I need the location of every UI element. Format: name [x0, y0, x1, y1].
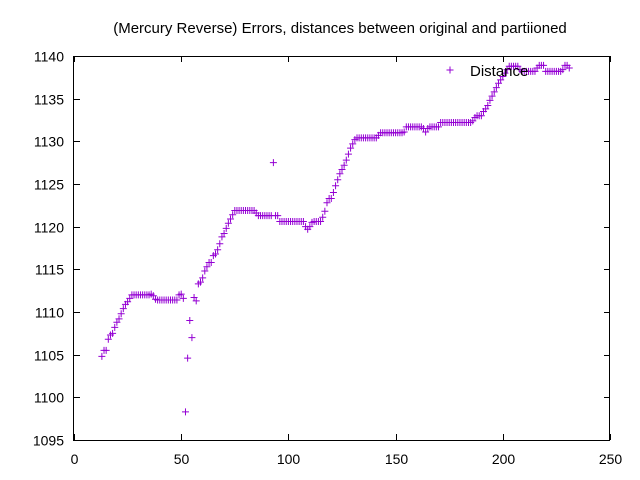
data-point: [332, 182, 340, 190]
y-tick-label: 1130: [34, 134, 64, 150]
y-tick-label: 1135: [34, 92, 64, 108]
legend: Distance: [446, 63, 528, 80]
legend-label: Distance: [470, 63, 528, 80]
data-point: [321, 207, 329, 215]
data-point: [299, 218, 307, 226]
data-point: [400, 128, 408, 136]
data-point: [102, 346, 110, 354]
data-point: [192, 297, 200, 305]
data-point: [214, 246, 222, 254]
data-point: [186, 317, 194, 325]
data-point: [227, 215, 235, 223]
data-point: [349, 140, 357, 148]
data-point: [109, 329, 117, 337]
data-point: [229, 211, 237, 219]
data-point: [319, 213, 327, 221]
data-point: [490, 88, 498, 96]
x-tick-label: 250: [599, 451, 623, 467]
data-point: [199, 274, 207, 282]
y-tick-label: 1105: [34, 348, 64, 364]
data-point: [329, 189, 337, 197]
data-point: [269, 159, 277, 167]
data-point: [486, 96, 494, 104]
legend-marker-icon: [446, 66, 454, 74]
data-point: [222, 224, 230, 232]
data-point: [327, 195, 335, 203]
data-point: [98, 352, 106, 360]
data-point: [111, 323, 119, 331]
data-point: [196, 278, 204, 286]
x-tick-label: 50: [174, 451, 190, 467]
data-point: [306, 223, 314, 231]
x-tick-label: 100: [277, 451, 301, 467]
x-tick-label: 200: [492, 451, 516, 467]
data-point: [344, 150, 352, 158]
x-axis: 0 50 100 150 200 250: [71, 56, 623, 467]
data-point: [559, 66, 567, 74]
data-point: [488, 92, 496, 100]
data-points: [98, 61, 573, 416]
data-point: [492, 84, 500, 92]
data-point: [207, 259, 215, 267]
data-point: [565, 64, 573, 72]
y-tick-label: 1125: [34, 177, 64, 193]
data-point: [484, 101, 492, 109]
chart-title: (Mercury Reverse) Errors, distances betw…: [113, 20, 567, 37]
data-point: [115, 315, 123, 323]
y-tick-label: 1110: [35, 305, 64, 321]
data-point: [179, 294, 187, 302]
y-axis: 1095 1100 1105 1110 1115 1120 1125 1130 1135 1140: [33, 49, 610, 449]
data-point: [224, 219, 232, 227]
data-point: [181, 408, 189, 416]
y-tick-label: 1115: [35, 262, 64, 278]
data-point: [117, 310, 125, 318]
legend-plus-icon: [446, 66, 454, 74]
data-point: [212, 250, 220, 258]
data-point: [340, 161, 348, 169]
y-tick-label: 1140: [34, 49, 64, 65]
y-tick-label: 1095: [33, 433, 64, 449]
data-point: [188, 334, 196, 342]
data-point: [342, 156, 350, 164]
data-point: [477, 112, 485, 120]
data-point: [434, 123, 442, 131]
data-point: [177, 290, 185, 298]
y-tick-label: 1100: [34, 390, 64, 406]
data-point: [347, 144, 355, 152]
data-point: [323, 199, 331, 207]
plot-frame: [73, 56, 610, 441]
data-point: [317, 218, 325, 226]
x-tick-label: 150: [385, 451, 409, 467]
data-point: [338, 165, 346, 173]
data-point: [173, 296, 181, 304]
data-point: [203, 263, 211, 271]
data-point: [104, 335, 112, 343]
data-point: [274, 212, 282, 220]
data-point: [336, 170, 344, 178]
data-point: [119, 305, 127, 313]
data-point: [201, 267, 209, 275]
data-point: [216, 240, 224, 248]
data-point: [540, 61, 548, 69]
data-point: [334, 176, 342, 184]
data-point: [220, 229, 228, 237]
y-tick-label: 1120: [34, 220, 64, 236]
data-point: [184, 354, 192, 362]
x-tick-label: 0: [71, 451, 79, 467]
